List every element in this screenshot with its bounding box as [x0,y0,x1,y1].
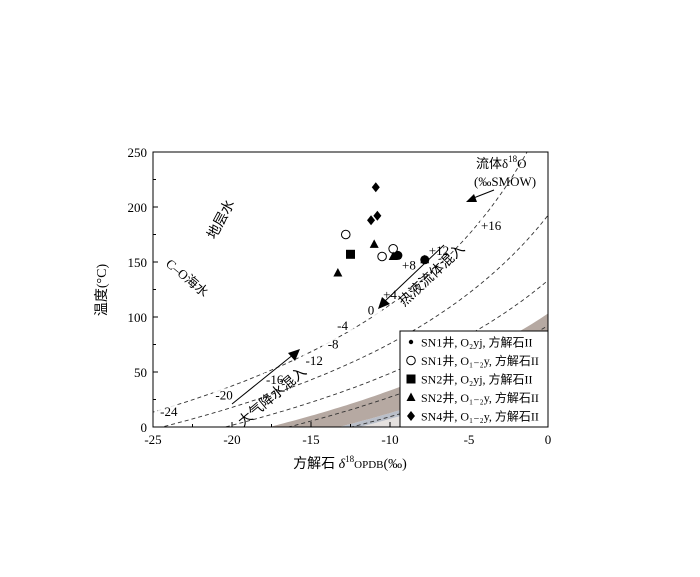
isotherm-label-bg [303,354,326,368]
y-tick-label: 150 [128,255,148,270]
y-tick-label: 200 [128,200,148,215]
hydrothermal-arrow-head [378,297,390,309]
seawater-label: C–O海水 [163,256,211,300]
isotherm-label: -16 [266,372,284,387]
open-circle-point [340,229,351,240]
y-tick-label: 250 [128,145,148,160]
hydrothermal-arrow-line [383,244,445,303]
isotherm-label-bg [397,258,420,272]
isotherm-label-bg [322,337,345,351]
isotherm-line [137,437,564,503]
isotherm-label-bg [157,404,180,418]
legend-marker [406,355,416,366]
isotherm-label-bg [360,303,383,317]
y-axis-title: 温度(°C) [94,264,110,317]
legend-marker [407,411,415,421]
legend-marker [406,374,416,384]
y-tick-label: 100 [128,310,148,325]
isotherm-label: -24 [160,404,178,419]
legend-label: SN2井, O₂yj, 方解石II [421,372,533,387]
triangle-point [333,268,343,277]
x-axis-title: 方解石 δ18OPDB(‰) [293,454,407,472]
meteoric-arrow-line [231,353,295,405]
fluid-arrow-head [466,194,477,202]
diamond-point [367,215,376,226]
x-tick-label: -20 [223,432,240,447]
isotherm-label: -20 [215,387,232,402]
isotherm-label: 0 [368,303,375,318]
fluid-title: 流体δ18O [476,154,527,171]
isotherm-label-bg [427,244,450,258]
y-axis: 0 50 100 150 200 250 [128,145,158,435]
legend-label: SN1井, O₂yj, 方解石II [421,335,533,350]
x-tick-label: 0 [545,432,552,447]
legend-label: SN1井, O₁₋₂y, 方解石II [421,353,539,368]
y-tick-label: 50 [134,365,147,380]
x-tick-label: -25 [144,432,161,447]
isotherm-label: -12 [305,353,322,368]
isotherm-line [160,214,548,427]
square-point [346,249,355,259]
filled-circle-point [393,250,403,260]
strata-water-label: 地层水 [204,197,238,242]
isotherm-label: +4 [383,287,397,302]
legend: SN1井, O₂yj, 方解石II SN1井, O₁₋₂y, 方解石II SN2井,… [399,330,549,428]
isotherm-label: +16 [481,218,502,233]
isotherm-label-bg [480,218,503,232]
isotherm-label-bg [331,319,354,332]
diamond-point [371,182,380,193]
isotherm-line [153,152,528,413]
isotherm-line [137,462,564,515]
x-tick-label: -10 [381,432,398,447]
diamond-point [373,210,382,221]
legend-box [399,330,549,428]
triangle-point [369,239,379,248]
y-tick-label: 0 [141,420,148,435]
isotherm-label: -4 [337,318,348,333]
isotherm-line [223,279,548,427]
isotherm-labels: -24-20-16-12-8-40+4+8+12+16 [157,218,503,419]
legend-label: SN2井, O₁₋₂y, 方解石II [421,390,539,405]
x-tick-label: -5 [464,432,475,447]
isotherm-label-bg [213,388,236,402]
x-tick-label: -15 [302,432,319,447]
isotherm-label: +8 [402,258,416,273]
legend-marker [406,392,416,401]
legend-marker [408,339,414,345]
legend-label: SN4井, O₁₋₂y, 方解石II [421,409,539,424]
open-circle-point [377,251,387,262]
filled-circle-point [420,255,430,265]
isotherm-label: -8 [328,337,339,352]
meteoric-arrow-head [288,349,300,361]
fluid-unit: (‰SMOW) [474,174,536,189]
isotherm-label-bg [263,372,286,386]
data-points [333,182,430,277]
